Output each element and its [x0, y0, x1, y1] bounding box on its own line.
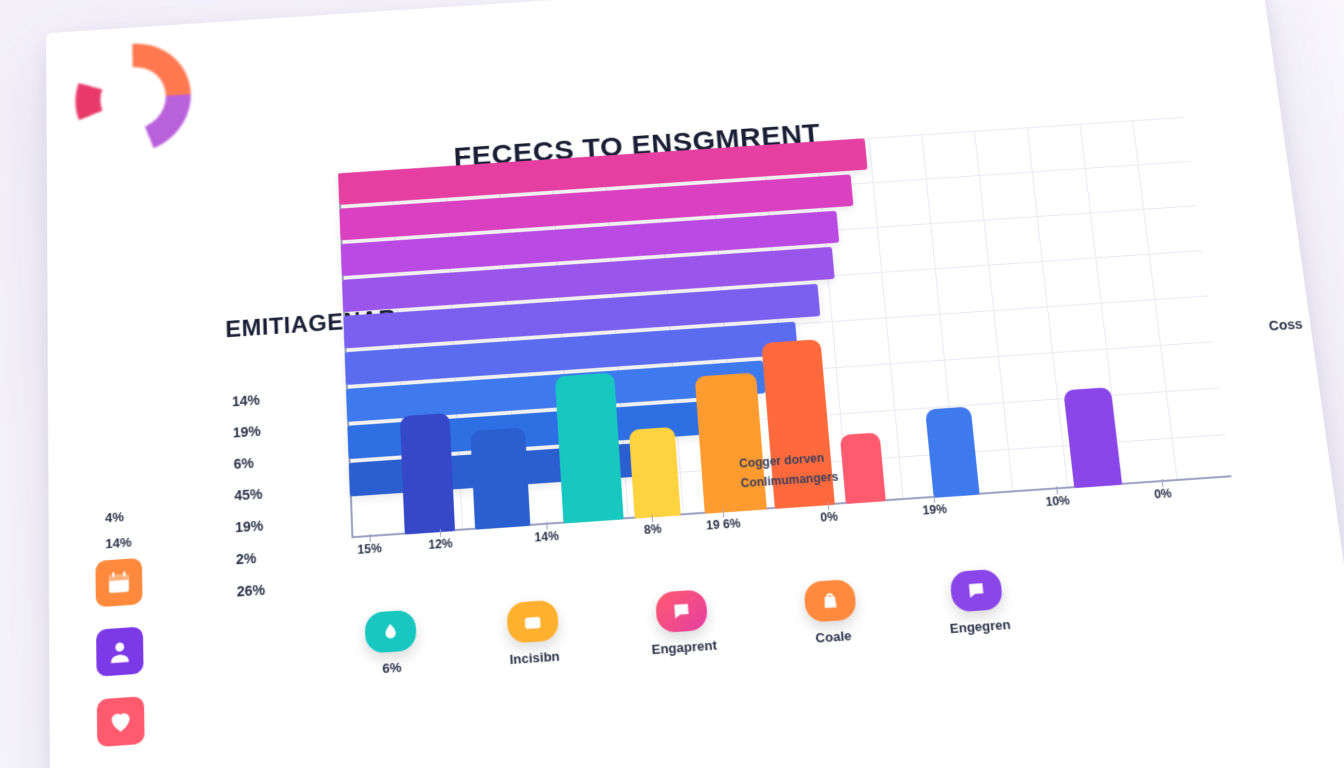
calendar-icon [95, 558, 142, 608]
legend-label: Engaprent [651, 637, 717, 657]
legend-item: Coale [803, 579, 859, 646]
bag-icon [803, 579, 857, 623]
y-tick: 2% [236, 546, 307, 567]
y-tick: 19% [235, 515, 306, 536]
x-tick: 8% [622, 520, 683, 538]
user-icon [96, 626, 144, 676]
legend-label: Engegren [949, 617, 1011, 637]
overlay-bar [470, 427, 530, 529]
drop-icon [364, 609, 416, 653]
y-axis-labels: 14% 19% 6% 45% 19% 2% 26% [232, 389, 308, 600]
overlay-bar [628, 427, 680, 519]
camera-icon [506, 600, 559, 644]
legend-label: 6% [382, 659, 402, 676]
side-metric: 4% [105, 509, 124, 525]
legend-item: Engegren [944, 568, 1011, 636]
overlay-bar [840, 432, 886, 504]
x-tick: 10% [1027, 492, 1088, 510]
y-tick: 19% [233, 420, 303, 440]
pie-glyph [75, 40, 192, 157]
x-tick: 12% [410, 535, 471, 553]
report-sheet: Fececs to Ensgmrent Emitiagenar 14% 19% … [46, 0, 1344, 768]
chat-icon [655, 589, 708, 633]
left-icon-column [95, 558, 144, 747]
legend-item: Incisibn [506, 600, 560, 668]
y-tick: 6% [233, 451, 303, 472]
overlay-bar [400, 413, 455, 535]
x-tick: 0% [1132, 485, 1193, 503]
chat-icon [949, 569, 1003, 613]
y-tick: 14% [232, 389, 302, 409]
x-tick: 19% [904, 501, 965, 519]
heart-icon [97, 696, 145, 747]
y-tick: 26% [237, 579, 308, 600]
overlay-bar [925, 407, 980, 498]
side-metric: 14% [105, 535, 131, 552]
x-tick: 19 6% [693, 515, 754, 533]
overlay-bar [555, 373, 624, 524]
y-tick: 45% [234, 483, 305, 504]
x-tick: 0% [798, 508, 859, 526]
overlay-bar [695, 373, 767, 514]
right-edge-label: Coss [1268, 316, 1304, 334]
legend-label: Coale [815, 628, 852, 646]
legend-label: Incisibn [509, 648, 560, 667]
legend-item: Engaprent [648, 589, 718, 658]
x-tick: 14% [516, 528, 577, 546]
x-tick: 15% [339, 540, 400, 558]
legend-item: 6% [364, 609, 417, 677]
